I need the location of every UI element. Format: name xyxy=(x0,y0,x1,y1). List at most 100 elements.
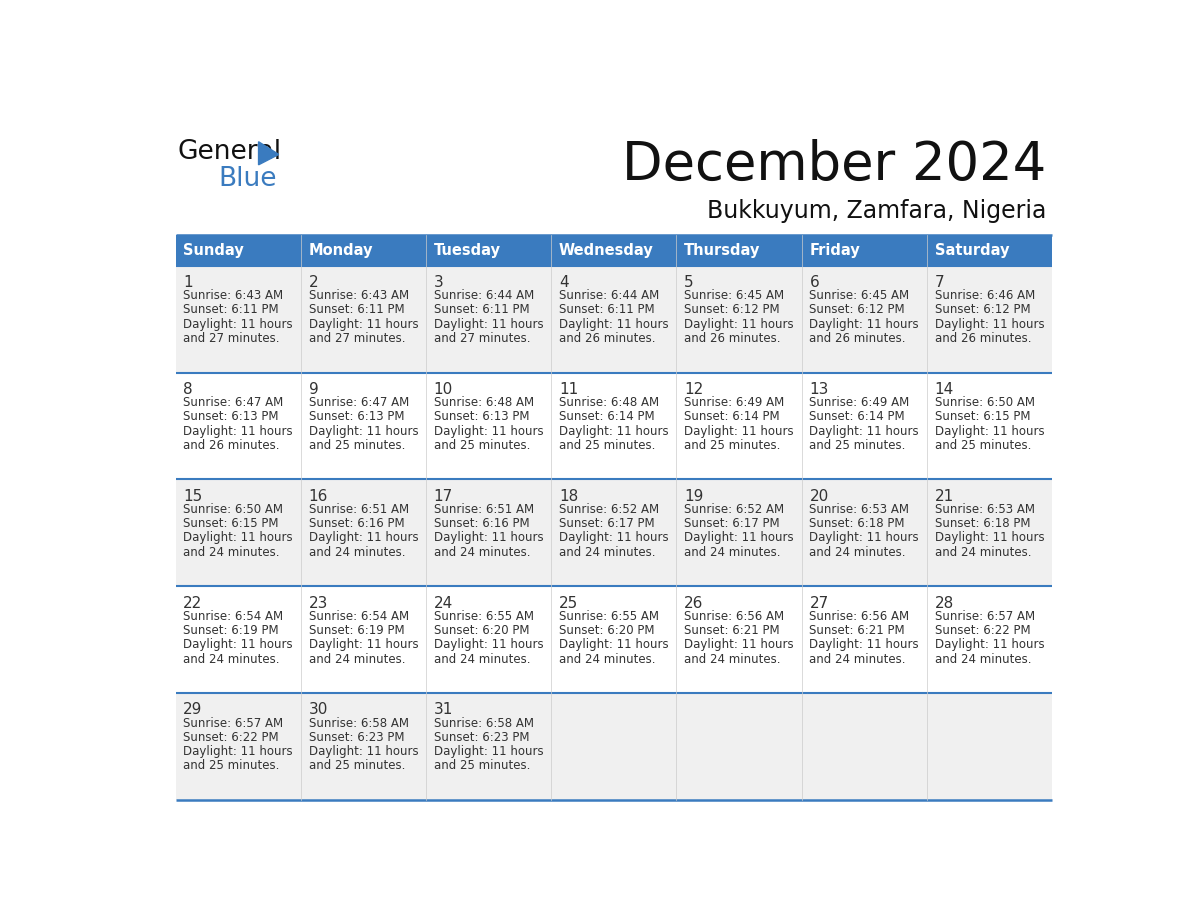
Text: 10: 10 xyxy=(434,382,453,397)
Text: Sunset: 6:19 PM: Sunset: 6:19 PM xyxy=(183,624,279,637)
Text: Daylight: 11 hours: Daylight: 11 hours xyxy=(434,638,543,651)
Text: Sunset: 6:16 PM: Sunset: 6:16 PM xyxy=(309,517,404,531)
Text: and 26 minutes.: and 26 minutes. xyxy=(809,332,906,345)
Text: Sunset: 6:22 PM: Sunset: 6:22 PM xyxy=(183,731,279,744)
Text: Daylight: 11 hours: Daylight: 11 hours xyxy=(309,745,418,758)
Text: Sunrise: 6:48 AM: Sunrise: 6:48 AM xyxy=(560,396,659,409)
Text: 26: 26 xyxy=(684,596,703,610)
Text: Sunrise: 6:50 AM: Sunrise: 6:50 AM xyxy=(935,396,1035,409)
Text: Sunset: 6:13 PM: Sunset: 6:13 PM xyxy=(434,410,530,423)
Text: 22: 22 xyxy=(183,596,203,610)
Text: and 25 minutes.: and 25 minutes. xyxy=(183,759,279,772)
Text: Daylight: 11 hours: Daylight: 11 hours xyxy=(309,638,418,651)
Text: Sunset: 6:14 PM: Sunset: 6:14 PM xyxy=(684,410,779,423)
Text: Daylight: 11 hours: Daylight: 11 hours xyxy=(309,424,418,438)
Text: Sunrise: 6:45 AM: Sunrise: 6:45 AM xyxy=(684,289,784,302)
Text: 6: 6 xyxy=(809,274,820,290)
Text: 11: 11 xyxy=(560,382,579,397)
Text: Sunset: 6:17 PM: Sunset: 6:17 PM xyxy=(560,517,655,531)
Text: Sunrise: 6:47 AM: Sunrise: 6:47 AM xyxy=(183,396,284,409)
Text: Monday: Monday xyxy=(309,242,373,258)
Bar xyxy=(301,235,426,265)
Text: and 25 minutes.: and 25 minutes. xyxy=(434,439,530,452)
Text: Sunrise: 6:56 AM: Sunrise: 6:56 AM xyxy=(684,610,784,622)
Text: 5: 5 xyxy=(684,274,694,290)
Text: Sunset: 6:13 PM: Sunset: 6:13 PM xyxy=(309,410,404,423)
Text: Sunrise: 6:53 AM: Sunrise: 6:53 AM xyxy=(809,503,910,516)
Text: and 25 minutes.: and 25 minutes. xyxy=(809,439,905,452)
Text: and 24 minutes.: and 24 minutes. xyxy=(434,653,530,666)
Text: 7: 7 xyxy=(935,274,944,290)
Text: Sunrise: 6:54 AM: Sunrise: 6:54 AM xyxy=(183,610,284,622)
Text: Sunset: 6:19 PM: Sunset: 6:19 PM xyxy=(309,624,404,637)
Text: Blue: Blue xyxy=(219,166,277,193)
Text: 9: 9 xyxy=(309,382,318,397)
Text: December 2024: December 2024 xyxy=(621,140,1045,192)
Text: Sunset: 6:23 PM: Sunset: 6:23 PM xyxy=(309,731,404,744)
Text: 20: 20 xyxy=(809,488,829,504)
Text: Daylight: 11 hours: Daylight: 11 hours xyxy=(935,318,1044,330)
Text: 17: 17 xyxy=(434,488,453,504)
Text: and 27 minutes.: and 27 minutes. xyxy=(183,332,280,345)
Text: Daylight: 11 hours: Daylight: 11 hours xyxy=(434,532,543,544)
Text: 25: 25 xyxy=(560,596,579,610)
Bar xyxy=(176,693,1053,800)
Bar xyxy=(426,235,551,265)
Text: and 25 minutes.: and 25 minutes. xyxy=(309,759,405,772)
Text: Sunrise: 6:57 AM: Sunrise: 6:57 AM xyxy=(183,717,284,730)
Text: Daylight: 11 hours: Daylight: 11 hours xyxy=(684,638,794,651)
Text: Daylight: 11 hours: Daylight: 11 hours xyxy=(183,745,293,758)
Text: and 24 minutes.: and 24 minutes. xyxy=(809,653,906,666)
Text: Sunset: 6:18 PM: Sunset: 6:18 PM xyxy=(935,517,1030,531)
Bar xyxy=(676,235,802,265)
Text: Daylight: 11 hours: Daylight: 11 hours xyxy=(560,638,669,651)
Text: and 26 minutes.: and 26 minutes. xyxy=(684,332,781,345)
Text: and 24 minutes.: and 24 minutes. xyxy=(935,545,1031,559)
Text: Sunset: 6:11 PM: Sunset: 6:11 PM xyxy=(434,304,530,317)
Text: General: General xyxy=(178,140,282,165)
Text: Daylight: 11 hours: Daylight: 11 hours xyxy=(434,745,543,758)
Bar xyxy=(927,235,1053,265)
Text: and 25 minutes.: and 25 minutes. xyxy=(309,439,405,452)
Text: and 27 minutes.: and 27 minutes. xyxy=(434,332,530,345)
Bar xyxy=(176,587,1053,693)
Text: Sunrise: 6:51 AM: Sunrise: 6:51 AM xyxy=(434,503,533,516)
Text: 21: 21 xyxy=(935,488,954,504)
Text: Sunset: 6:11 PM: Sunset: 6:11 PM xyxy=(560,304,655,317)
Text: Daylight: 11 hours: Daylight: 11 hours xyxy=(809,532,920,544)
Text: Sunset: 6:16 PM: Sunset: 6:16 PM xyxy=(434,517,530,531)
Text: and 24 minutes.: and 24 minutes. xyxy=(183,653,280,666)
Text: Sunset: 6:11 PM: Sunset: 6:11 PM xyxy=(309,304,404,317)
Text: and 24 minutes.: and 24 minutes. xyxy=(684,545,781,559)
Text: Friday: Friday xyxy=(809,242,860,258)
Text: and 26 minutes.: and 26 minutes. xyxy=(560,332,656,345)
Text: Sunset: 6:12 PM: Sunset: 6:12 PM xyxy=(809,304,905,317)
Text: and 24 minutes.: and 24 minutes. xyxy=(309,545,405,559)
Text: and 24 minutes.: and 24 minutes. xyxy=(935,653,1031,666)
Text: 27: 27 xyxy=(809,596,829,610)
Text: 29: 29 xyxy=(183,702,203,718)
Text: Sunset: 6:22 PM: Sunset: 6:22 PM xyxy=(935,624,1030,637)
Text: 15: 15 xyxy=(183,488,203,504)
Text: Sunrise: 6:45 AM: Sunrise: 6:45 AM xyxy=(809,289,910,302)
Text: Sunrise: 6:51 AM: Sunrise: 6:51 AM xyxy=(309,503,409,516)
Text: Sunrise: 6:54 AM: Sunrise: 6:54 AM xyxy=(309,610,409,622)
Text: 1: 1 xyxy=(183,274,192,290)
Text: Sunrise: 6:58 AM: Sunrise: 6:58 AM xyxy=(309,717,409,730)
Text: Sunrise: 6:47 AM: Sunrise: 6:47 AM xyxy=(309,396,409,409)
Bar xyxy=(176,479,1053,587)
Text: Sunrise: 6:49 AM: Sunrise: 6:49 AM xyxy=(684,396,784,409)
Text: Sunrise: 6:43 AM: Sunrise: 6:43 AM xyxy=(309,289,409,302)
Text: Daylight: 11 hours: Daylight: 11 hours xyxy=(183,532,293,544)
Text: Sunset: 6:17 PM: Sunset: 6:17 PM xyxy=(684,517,779,531)
Text: Daylight: 11 hours: Daylight: 11 hours xyxy=(560,532,669,544)
Text: Tuesday: Tuesday xyxy=(434,242,501,258)
Bar xyxy=(551,235,676,265)
Text: Daylight: 11 hours: Daylight: 11 hours xyxy=(809,424,920,438)
Text: and 27 minutes.: and 27 minutes. xyxy=(309,332,405,345)
Text: and 24 minutes.: and 24 minutes. xyxy=(809,545,906,559)
Text: Daylight: 11 hours: Daylight: 11 hours xyxy=(309,532,418,544)
Text: Sunrise: 6:49 AM: Sunrise: 6:49 AM xyxy=(809,396,910,409)
Text: Daylight: 11 hours: Daylight: 11 hours xyxy=(684,532,794,544)
Text: Sunset: 6:13 PM: Sunset: 6:13 PM xyxy=(183,410,279,423)
